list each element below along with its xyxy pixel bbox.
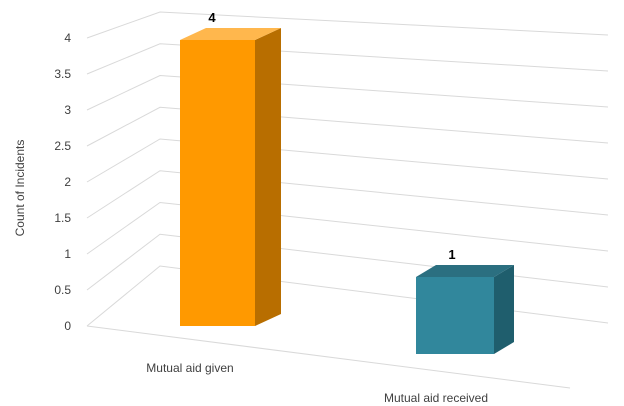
gridline — [86, 170, 609, 219]
bar-top-face — [180, 28, 281, 40]
data-labels: 41 — [208, 10, 455, 262]
data-label: 4 — [208, 10, 216, 25]
data-label: 1 — [448, 247, 455, 262]
bars — [180, 28, 514, 354]
y-tick-label: 0 — [64, 319, 71, 333]
gridline — [86, 106, 609, 147]
bar-top-face — [416, 265, 514, 277]
bar-side-face — [494, 265, 514, 354]
y-axis-ticks: 0 0.5 1 1.5 2 2.5 3 3.5 4 — [54, 31, 71, 333]
y-tick-label: 2.5 — [54, 139, 71, 153]
floor-edge — [86, 325, 571, 389]
category-labels: Mutual aid given Mutual aid received — [146, 361, 488, 405]
bar-front-face — [416, 277, 494, 354]
category-label: Mutual aid given — [146, 361, 233, 375]
y-tick-label: 1.5 — [54, 211, 71, 225]
category-label: Mutual aid received — [384, 391, 488, 405]
y-tick-label: 1 — [64, 247, 71, 261]
bar-side-face — [255, 28, 281, 326]
y-tick-label: 3 — [64, 103, 71, 117]
bar-front-face — [180, 40, 255, 326]
gridline — [86, 74, 609, 111]
gridline — [86, 138, 609, 183]
y-tick-label: 4 — [64, 31, 71, 45]
y-tick-label: 0.5 — [54, 283, 71, 297]
gridline — [86, 43, 609, 75]
gridline — [86, 11, 609, 39]
gridline — [86, 265, 609, 327]
y-axis-title: Count of Incidents — [13, 140, 27, 237]
gridline — [86, 201, 609, 255]
bar-2 — [416, 265, 514, 354]
bar-1 — [180, 28, 281, 326]
gridlines — [86, 11, 609, 389]
y-tick-label: 3.5 — [54, 67, 71, 81]
y-tick-label: 2 — [64, 175, 71, 189]
